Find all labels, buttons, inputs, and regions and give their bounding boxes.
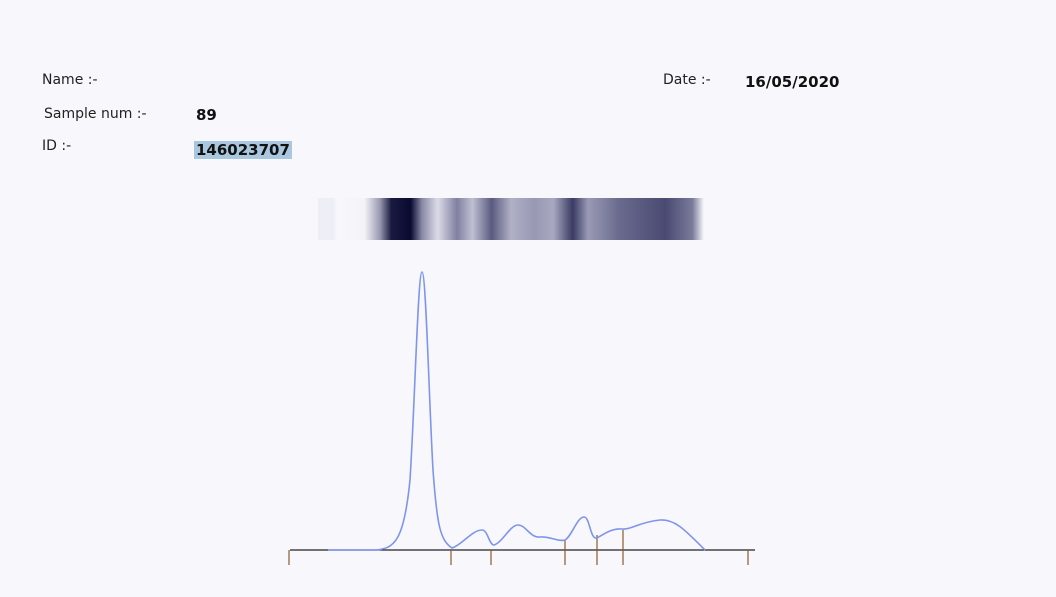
- fraction-markers: [289, 530, 748, 565]
- report-page: Name :- Date :- 16/05/2020 Sample num :-…: [0, 0, 1056, 597]
- electropherogram: [0, 0, 1056, 597]
- density-curve: [328, 272, 705, 550]
- gel-strip: [318, 198, 704, 240]
